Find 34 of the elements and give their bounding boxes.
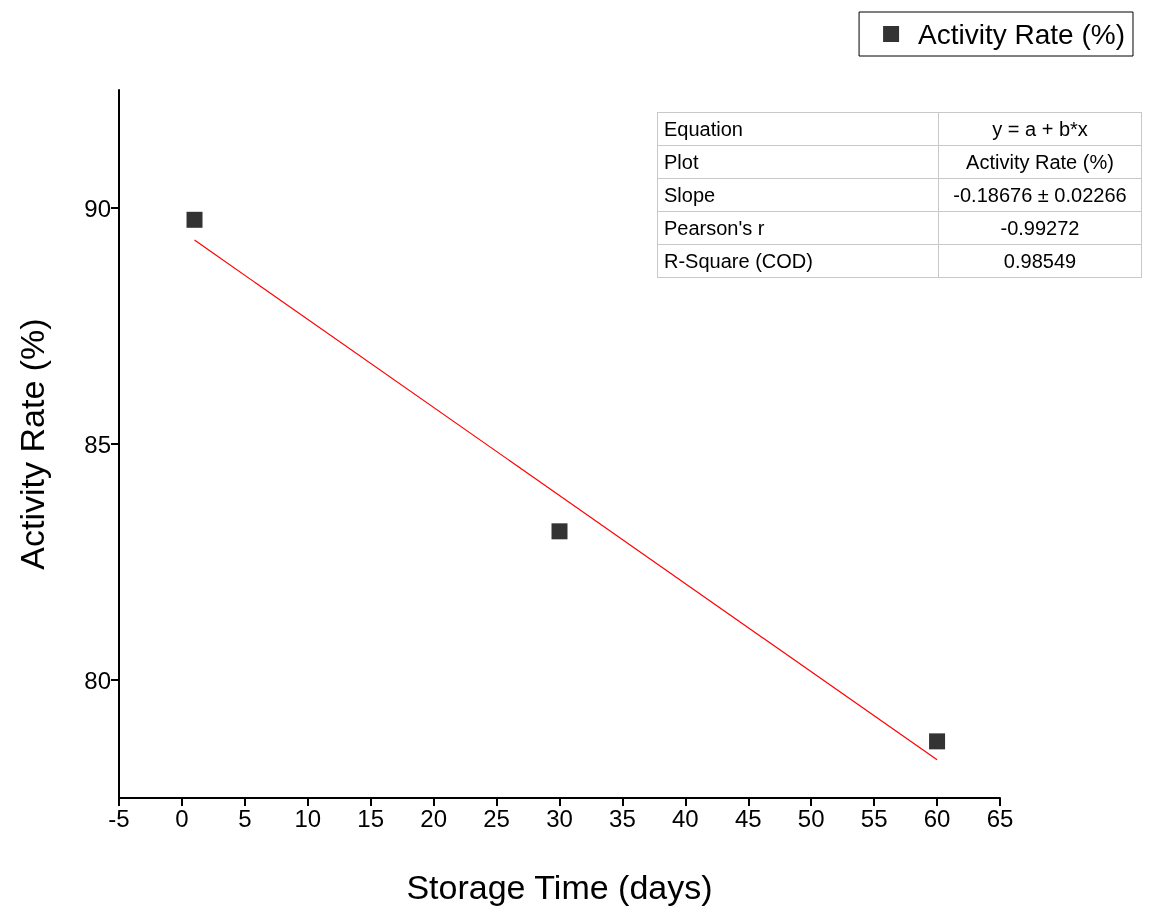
x-tick-label: 20 (420, 804, 447, 832)
x-tick-label: 40 (672, 804, 699, 832)
x-axis-title: Storage Time (days) (406, 868, 713, 906)
annotation: Pearson's r (657, 211, 939, 245)
annotation: R-Square (COD) (657, 244, 939, 278)
annotation: Slope (657, 178, 939, 212)
x-tick-label: 65 (986, 804, 1014, 832)
x-tick-label: 10 (294, 804, 322, 832)
point (186, 211, 203, 228)
text: -0.99272 (938, 211, 1142, 245)
x-tick-label: 50 (797, 804, 825, 832)
annotation: Activity Rate (%) (938, 145, 1142, 179)
point (929, 733, 946, 750)
y-tick-label: 90 (84, 194, 111, 222)
x-tick-label: 0 (175, 804, 189, 832)
x-tick-label: 60 (923, 804, 951, 832)
x-tick-label: 15 (357, 804, 385, 832)
annotation: y = a + b*x (938, 112, 1142, 146)
x-tick-label: 25 (483, 804, 510, 832)
x-tick-label: 35 (609, 804, 636, 832)
x-tick-label: 55 (860, 804, 888, 832)
x-tick-label: 5 (238, 804, 252, 832)
y-axis-title: Activity Rate (%) (13, 318, 51, 570)
point (551, 523, 568, 540)
x-tick-label: 45 (734, 804, 762, 832)
x-tick-label: -5 (108, 804, 130, 832)
legend-label: Activity Rate (%) (918, 18, 1126, 50)
y-tick-label: 80 (84, 666, 111, 694)
text: 0.98549 (938, 244, 1142, 278)
x-tick-label: 30 (546, 804, 573, 832)
annotation: Equation (657, 112, 939, 146)
annotation: -0.18676 ± 0.02266 (938, 178, 1142, 212)
y-tick-label: 85 (84, 430, 111, 458)
annotation: Plot (657, 145, 939, 179)
